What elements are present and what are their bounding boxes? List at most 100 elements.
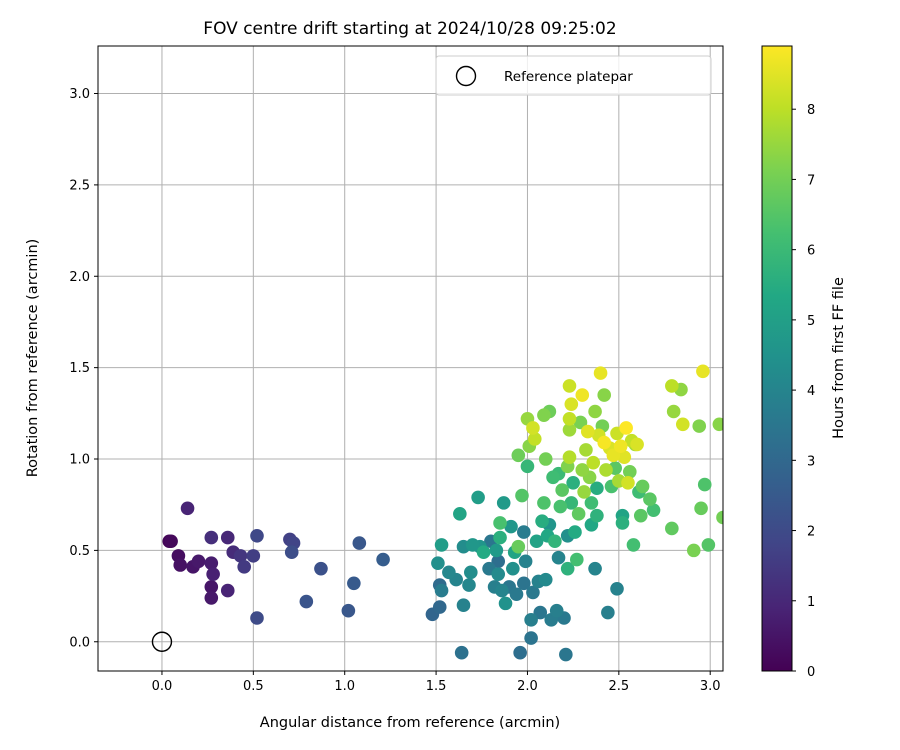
x-tick-label: 2.0 — [517, 679, 538, 694]
data-point — [665, 379, 679, 393]
data-point — [571, 507, 586, 521]
data-point — [643, 492, 657, 507]
data-point — [566, 475, 580, 490]
data-point — [630, 437, 644, 452]
data-point — [549, 603, 564, 618]
data-point — [173, 558, 188, 572]
data-point — [697, 477, 712, 492]
data-point — [529, 534, 544, 549]
data-point — [524, 613, 538, 627]
colorbar-gradient — [761, 45, 793, 672]
data-point — [573, 415, 588, 430]
data-point — [617, 450, 632, 464]
data-point — [509, 587, 524, 602]
data-point — [511, 539, 526, 554]
data-point — [506, 561, 520, 576]
data-point — [517, 525, 531, 539]
data-point — [588, 561, 602, 576]
data-point — [560, 561, 575, 576]
data-point — [590, 508, 604, 523]
data-point — [615, 516, 630, 530]
data-point — [537, 496, 551, 510]
data-point — [491, 567, 506, 581]
data-point — [586, 455, 601, 470]
data-point — [476, 545, 491, 560]
data-point — [692, 419, 707, 433]
y-tick-label: 2.0 — [69, 270, 90, 285]
data-point — [562, 412, 577, 426]
data-point — [493, 530, 507, 545]
data-point — [570, 552, 584, 567]
data-point — [434, 583, 449, 598]
data-point — [597, 388, 612, 402]
data-point — [299, 594, 314, 609]
data-point — [546, 470, 560, 485]
colorbar-tick-label: 8 — [807, 103, 815, 118]
colorbar-tick-label: 1 — [807, 595, 815, 610]
data-point — [352, 536, 367, 550]
data-point — [610, 581, 624, 596]
data-point — [284, 545, 299, 560]
data-point — [453, 507, 467, 521]
colorbar-title: Hours from first FF file — [831, 277, 847, 439]
data-point — [180, 501, 195, 516]
data-point — [250, 611, 264, 625]
data-point — [551, 550, 566, 565]
data-point — [562, 379, 577, 393]
legend: Reference platepar — [435, 55, 712, 96]
data-point — [538, 572, 553, 587]
data-point — [518, 554, 533, 569]
data-point — [577, 485, 591, 499]
data-point — [562, 450, 577, 464]
y-tick-label: 3.0 — [69, 87, 90, 102]
data-point — [491, 554, 506, 569]
data-point — [564, 496, 579, 510]
data-point — [535, 514, 549, 528]
data-point — [204, 591, 219, 605]
data-point — [593, 366, 608, 380]
data-point — [533, 605, 548, 620]
data-point — [580, 424, 595, 439]
y-axis-title: Rotation from reference (arcmin) — [25, 239, 41, 478]
colorbar-tick-label: 2 — [807, 525, 815, 540]
data-point — [204, 580, 219, 594]
data-point — [588, 404, 602, 419]
x-axis-ticks: 0.0 0.5 1.0 1.5 2.0 2.5 3.0 — [152, 671, 721, 694]
data-point — [559, 647, 573, 662]
data-point — [606, 448, 621, 463]
data-point — [498, 596, 513, 611]
data-point — [464, 565, 478, 580]
data-point — [246, 549, 261, 563]
colorbar-tick-label: 0 — [807, 665, 815, 680]
data-point — [341, 603, 356, 618]
data-point — [633, 508, 648, 523]
data-point — [524, 631, 538, 645]
data-point — [675, 417, 690, 432]
data-point — [665, 521, 679, 536]
data-point — [564, 397, 579, 411]
data-point — [233, 549, 248, 563]
data-point — [489, 543, 504, 558]
data-point — [575, 388, 590, 402]
x-tick-label: 0.5 — [243, 679, 264, 694]
plot-frame — [97, 45, 724, 672]
data-point — [456, 598, 471, 613]
data-point — [504, 519, 518, 534]
data-point — [465, 538, 480, 552]
data-point — [511, 448, 526, 463]
data-point — [579, 443, 593, 457]
data-point — [347, 576, 361, 591]
legend-box — [435, 55, 712, 96]
data-point — [712, 417, 723, 432]
y-axis-ticks: 0.0 0.5 1.0 1.5 2.0 2.5 3.0 — [69, 87, 98, 650]
data-point — [442, 565, 456, 580]
data-point — [601, 605, 615, 620]
data-point — [454, 645, 469, 660]
data-point — [495, 583, 509, 598]
data-point — [696, 364, 710, 379]
data-point — [599, 463, 613, 477]
data-point — [597, 435, 612, 450]
colorbar: 0 1 2 3 4 5 6 7 8 Hours from first FF file — [761, 45, 847, 680]
data-point — [237, 560, 251, 574]
